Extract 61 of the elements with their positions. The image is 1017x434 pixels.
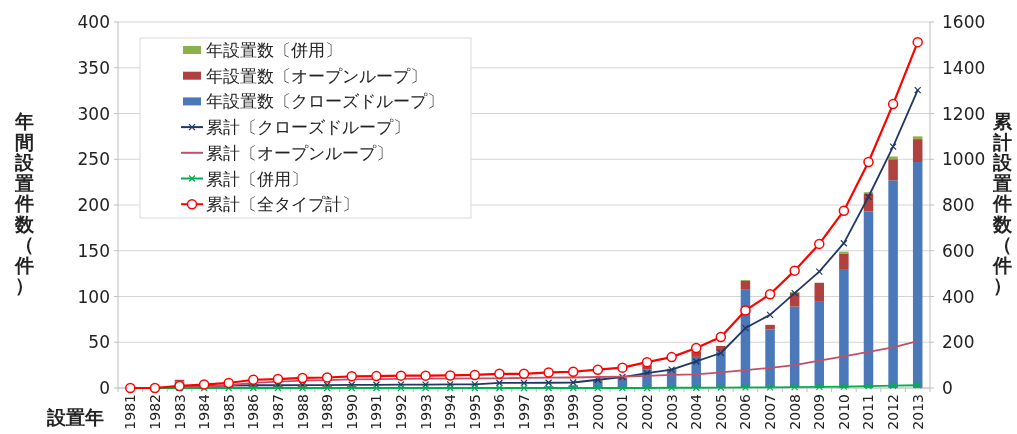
x-tick-label: 2007 <box>762 394 779 430</box>
y-tick-label: 150 <box>77 240 110 261</box>
x-tick-label: 1984 <box>196 393 213 430</box>
x-tick-label: 2009 <box>811 394 828 430</box>
x-tick-label: 1990 <box>343 394 360 430</box>
legend-label: 累計〔併用〕 <box>206 168 308 189</box>
legend-label: 年設置数〔クローズドループ〕 <box>206 91 444 112</box>
x-axis-title: 設置年 <box>45 406 104 428</box>
y2-tick-label: 0 <box>942 378 953 398</box>
x-tick-label: 2013 <box>909 394 926 430</box>
text: 年間設置件数（件） <box>14 110 34 296</box>
y-tick-label: 100 <box>77 286 110 307</box>
y2-tick-label: 1400 <box>942 57 986 78</box>
legend-label: 年設置数〔併用〕 <box>206 40 342 60</box>
legend-label: 累計〔オープンループ〕 <box>206 142 393 163</box>
y2-tick-label: 400 <box>942 286 975 307</box>
x-tick-label: 1987 <box>269 394 286 430</box>
x-tick-label: 1993 <box>417 394 434 430</box>
x-tick-label: 1996 <box>491 393 508 430</box>
y2-tick-label: 600 <box>942 240 975 261</box>
x-tick-label: 2001 <box>614 394 631 430</box>
x-tick-label: 1981 <box>122 394 139 430</box>
x-tick-label: 1991 <box>368 394 385 430</box>
legend-label: 年設置数〔オープンループ〕 <box>206 65 427 86</box>
legend-label: 累計〔クローズドループ〕 <box>206 117 410 138</box>
y2-tick-label: 1000 <box>942 149 986 170</box>
x-tick-label: 1986 <box>245 393 262 430</box>
x-tick-label: 1989 <box>319 394 336 430</box>
y-tick-label: 250 <box>77 149 110 170</box>
x-tick-label: 1985 <box>220 394 237 430</box>
x-tick-label: 1983 <box>171 394 188 430</box>
x-tick-label: 1988 <box>294 394 311 430</box>
x-tick-label: 2000 <box>589 394 606 430</box>
y-tick-label: 0 <box>99 378 110 398</box>
y2-tick-label: 1200 <box>942 103 986 124</box>
legend-label: 累計〔全タイプ計〕 <box>206 194 359 215</box>
x-tick-label: 2006 <box>737 393 754 430</box>
x-tick-label: 2005 <box>712 394 729 430</box>
y-tick-label: 400 <box>77 12 110 32</box>
x-tick-label: 2008 <box>786 394 803 430</box>
text: 累計設置件数（件） <box>992 110 1012 296</box>
x-tick-label: 2011 <box>860 394 877 430</box>
x-tick-label: 1995 <box>466 394 483 430</box>
x-tick-label: 1999 <box>565 394 582 430</box>
x-tick-label: 2010 <box>835 394 852 430</box>
y-tick-label: 350 <box>77 57 110 78</box>
x-tick-label: 2012 <box>885 394 902 430</box>
x-tick-label: 2002 <box>639 394 656 430</box>
y2-tick-label: 200 <box>942 332 975 353</box>
x-tick-label: 1998 <box>540 394 557 430</box>
y-tick-label: 300 <box>77 103 110 124</box>
x-tick-label: 2003 <box>663 394 680 430</box>
x-tick-label: 1997 <box>516 394 532 430</box>
y-tick-label: 50 <box>88 332 110 353</box>
x-tick-label: 1982 <box>146 394 163 430</box>
y2-tick-label: 1600 <box>942 12 986 32</box>
y-tick-label: 200 <box>77 195 110 215</box>
x-tick-label: 1992 <box>392 394 409 430</box>
x-tick-label: 2004 <box>688 393 705 430</box>
x-tick-label: 1994 <box>442 393 459 430</box>
y2-tick-label: 800 <box>942 195 975 215</box>
